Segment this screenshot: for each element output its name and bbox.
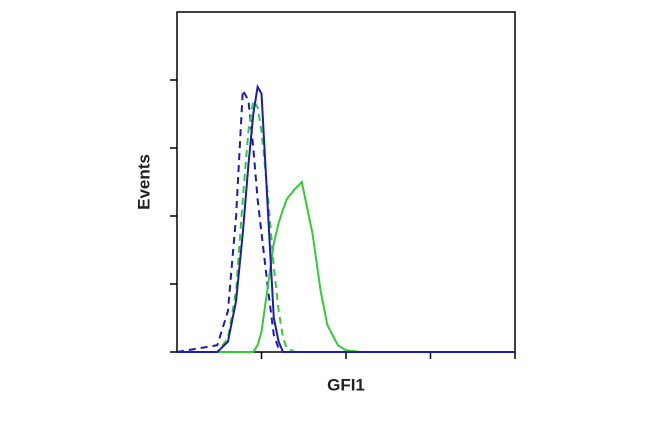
series-line (177, 83, 515, 353)
y-axis-label: Events (134, 154, 153, 210)
series-line (176, 86, 515, 353)
plot-frame (176, 11, 516, 353)
x-axis-label: GFI1 (327, 375, 365, 394)
series-line (177, 179, 515, 353)
